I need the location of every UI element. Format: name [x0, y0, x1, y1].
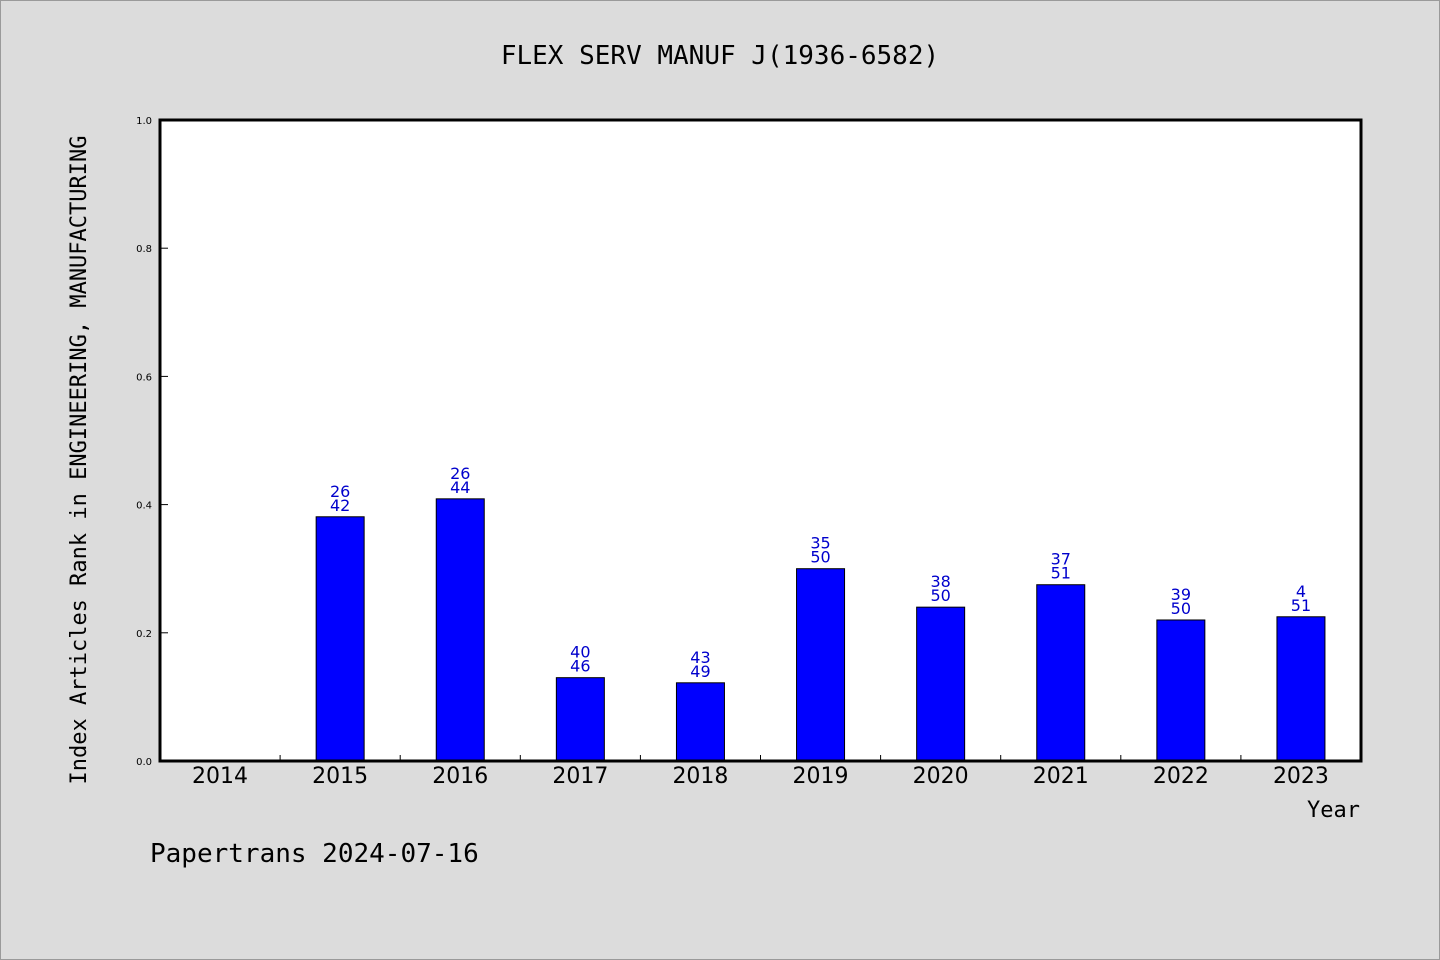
- x-tick-label: 2016: [432, 764, 488, 789]
- x-tick-label: 2018: [672, 764, 728, 789]
- y-tick-label: 0.6: [136, 372, 152, 383]
- bar: [916, 606, 966, 762]
- footer-credit: Papertrans 2024-07-16: [150, 839, 479, 869]
- bar-label-top: 40: [570, 643, 590, 662]
- chart-title: FLEX SERV MANUF J(1936-6582): [501, 41, 939, 71]
- y-tick-label: 1.0: [136, 116, 152, 127]
- bar: [555, 677, 605, 762]
- y-tick-label: 0.4: [136, 501, 152, 512]
- bar-label-bottom: 42: [330, 496, 350, 515]
- bar: [1036, 584, 1086, 762]
- bar-label-bottom: 50: [810, 548, 830, 567]
- x-tick-label: 2019: [793, 764, 849, 789]
- bar-label-top: 43: [690, 648, 710, 667]
- bar-label-top: 39: [1171, 585, 1191, 604]
- bar-series: [315, 498, 1326, 762]
- bar-label-top: 35: [810, 534, 830, 553]
- y-axis-label: Index Articles Rank in ENGINEERING, MANU…: [67, 135, 92, 784]
- x-axis-ticks: 2014 2015 2016 2017 2018 2019 2020 2021 2022 2023: [192, 755, 1329, 789]
- bar: [675, 682, 725, 762]
- x-tick-label: 2023: [1273, 764, 1329, 789]
- bar: [796, 568, 846, 762]
- bar-label-bottom: 46: [570, 657, 590, 676]
- x-axis-label: Year: [1307, 798, 1360, 823]
- y-tick-label: 0.2: [136, 629, 152, 640]
- bar-label-top: 38: [930, 572, 950, 591]
- plot-border: [158, 118, 1363, 763]
- bar-label-bottom: 51: [1051, 564, 1071, 583]
- bar-label-bottom: 44: [450, 478, 470, 497]
- bar-label-top: 26: [450, 464, 470, 483]
- x-tick-label: 2014: [192, 764, 248, 789]
- x-tick-label: 2015: [312, 764, 368, 789]
- bar: [1276, 616, 1326, 762]
- y-tick-label: 0.0: [136, 757, 152, 768]
- bar-label-top: 4: [1296, 582, 1306, 601]
- bar-label-bottom: 50: [1171, 599, 1191, 618]
- bar-label-bottom: 51: [1291, 596, 1311, 615]
- bar-label-top: 26: [330, 482, 350, 501]
- x-tick-label: 2021: [1033, 764, 1089, 789]
- bar: [435, 498, 485, 762]
- x-tick-label: 2020: [913, 764, 969, 789]
- x-tick-label: 2022: [1153, 764, 1209, 789]
- bar-label-top: 37: [1051, 550, 1071, 569]
- x-tick-label: 2017: [552, 764, 608, 789]
- y-tick-label: 0.8: [136, 244, 152, 255]
- bar-label-bottom: 50: [930, 586, 950, 605]
- bar: [1156, 619, 1206, 762]
- bar-label-bottom: 49: [690, 662, 710, 681]
- bar: [315, 516, 365, 762]
